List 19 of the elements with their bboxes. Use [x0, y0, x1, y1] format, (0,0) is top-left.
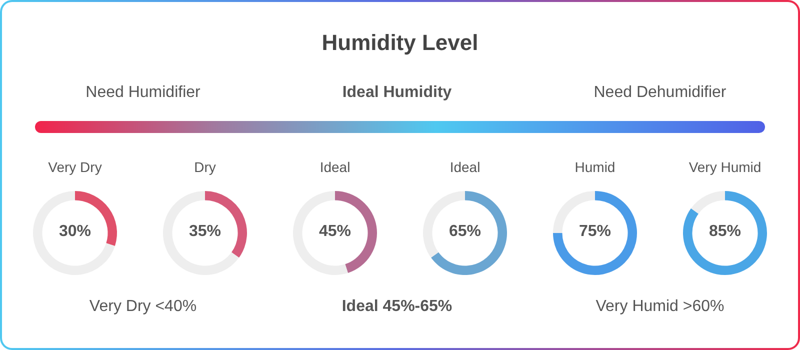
data-label: 85% [708, 223, 742, 241]
data-label: 30% [58, 223, 92, 241]
text: Ideal 45%-65% [342, 298, 452, 316]
chart-title: Ideal [320, 159, 350, 175]
text: Very Dry <40% [89, 298, 197, 316]
text: Very Humid >60% [596, 298, 724, 316]
data-label: 65% [448, 223, 482, 241]
text: Humidity Level [322, 30, 478, 56]
chart-title: Ideal [450, 159, 480, 175]
data-label: 75% [578, 223, 612, 241]
text: Ideal Humidity [342, 84, 452, 102]
text: Need Dehumidifier [594, 84, 726, 102]
text: Need Humidifier [86, 84, 200, 102]
data-label: 35% [188, 223, 222, 241]
chart-title: Very Dry [48, 159, 102, 175]
chart-title: Dry [194, 159, 216, 175]
chart-title: Humid [574, 159, 616, 175]
chart-title: Very Humid [688, 159, 762, 175]
data-label: 45% [318, 223, 352, 241]
